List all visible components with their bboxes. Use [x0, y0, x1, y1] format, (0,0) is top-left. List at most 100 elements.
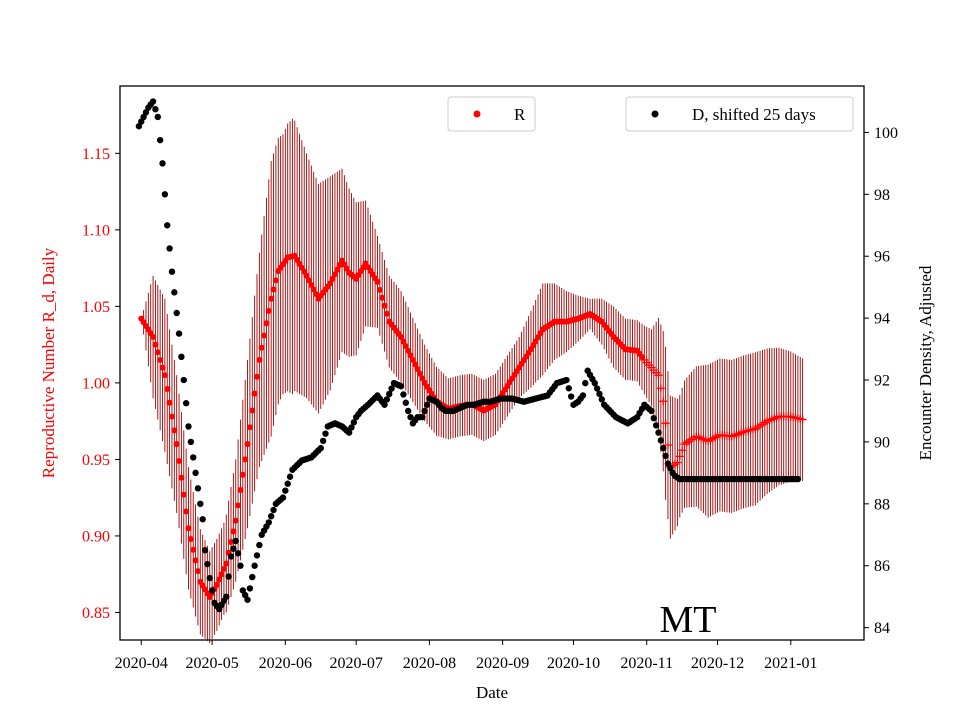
r-point [251, 390, 258, 397]
d-point [567, 393, 575, 400]
d-point [404, 407, 412, 415]
legend-r: R [447, 96, 536, 132]
r-point [176, 457, 183, 464]
r-point [414, 366, 421, 373]
d-point [279, 494, 287, 501]
d-point [152, 106, 159, 113]
d-point [199, 516, 206, 523]
d-series-points [135, 98, 802, 613]
r-point [180, 491, 187, 498]
r-point [313, 291, 320, 298]
d-point [201, 547, 209, 554]
y-left-axis-title: Reproductive Number R_d, Daily [39, 247, 58, 478]
d-point [194, 485, 202, 492]
y-right-tick-label: 90 [874, 434, 890, 451]
r-point [218, 571, 225, 578]
x-axis: 2020-04 2020-05 2020-06 2020-07 2020-08 2020-… [115, 640, 817, 672]
d-point [397, 383, 405, 390]
r-point [173, 441, 180, 448]
d-point [662, 452, 669, 460]
d-point [598, 396, 606, 403]
r-point [383, 310, 390, 317]
r-point [308, 281, 315, 288]
d-point [161, 191, 169, 198]
legend-d-marker [651, 110, 659, 118]
r-point [272, 277, 279, 284]
y-right-axis-title: Encounter Density, Adjusted [916, 265, 935, 460]
d-point [156, 136, 164, 144]
y-right-tick-label: 84 [874, 620, 890, 637]
y-left-tick-label: 0.90 [82, 528, 110, 545]
r-point [157, 356, 164, 363]
y-right-tick-label: 94 [874, 311, 890, 328]
r-point [194, 568, 201, 575]
d-point [166, 245, 173, 252]
r-point [164, 386, 171, 393]
y-left-tick-label: 1.10 [82, 222, 110, 239]
y-right-tick-label: 88 [874, 496, 890, 513]
d-point [591, 379, 598, 387]
x-axis-title: Date [476, 683, 508, 702]
y-right-tick-label: 86 [874, 558, 890, 575]
d-point [579, 392, 587, 399]
r-point [228, 539, 235, 546]
r-point [232, 517, 239, 524]
d-point [249, 573, 256, 581]
d-point [185, 423, 192, 430]
x-tick-label: 2020-05 [185, 655, 238, 672]
x-tick-label: 2020-07 [330, 655, 383, 672]
r-point [178, 474, 185, 481]
r-point [161, 372, 168, 379]
r-point [638, 353, 645, 360]
d-point [388, 385, 395, 392]
r-point [261, 332, 268, 339]
y-axis-left: 0.85 0.90 0.95 1.00 1.05 1.10 1.15 [82, 146, 120, 622]
r-point [253, 373, 260, 380]
legend-r-label: R [514, 105, 526, 124]
r-point [412, 361, 419, 368]
d-point [286, 473, 294, 480]
r-point [190, 546, 197, 553]
r-point [249, 407, 256, 414]
d-point [284, 480, 291, 487]
d-point [246, 585, 254, 592]
d-point [596, 390, 603, 398]
r-point [407, 352, 414, 359]
r-point-plus [673, 458, 682, 467]
d-point [230, 545, 237, 552]
r-point [185, 525, 192, 532]
r-point [265, 307, 272, 314]
r-point [187, 535, 194, 542]
d-point [319, 437, 327, 445]
r-point [419, 375, 426, 382]
r-point [152, 341, 159, 348]
d-point [407, 413, 414, 421]
r-point [242, 456, 249, 463]
d-point [565, 385, 572, 392]
d-point [180, 376, 187, 384]
legend-r-frame [447, 96, 536, 132]
r-point [216, 576, 223, 583]
d-point [253, 552, 261, 559]
x-tick-label: 2020-08 [403, 655, 456, 672]
r-point [334, 266, 341, 273]
y-right-tick-label: 100 [874, 125, 898, 142]
r-point [329, 275, 336, 282]
d-point [197, 500, 204, 508]
r-point [192, 557, 199, 564]
d-point [350, 419, 358, 426]
d-point [208, 587, 216, 594]
y-left-tick-label: 1.15 [82, 146, 110, 163]
r-point [376, 286, 383, 293]
d-point [182, 400, 190, 407]
d-point [178, 353, 185, 361]
d-point [381, 401, 388, 408]
d-point [267, 513, 275, 520]
d-point [187, 438, 195, 446]
y-axis-right: 84 86 88 90 92 94 96 98 100 [864, 125, 898, 637]
d-point [270, 506, 277, 514]
r-point [305, 277, 312, 284]
r-point [166, 399, 173, 406]
d-point [345, 429, 353, 436]
